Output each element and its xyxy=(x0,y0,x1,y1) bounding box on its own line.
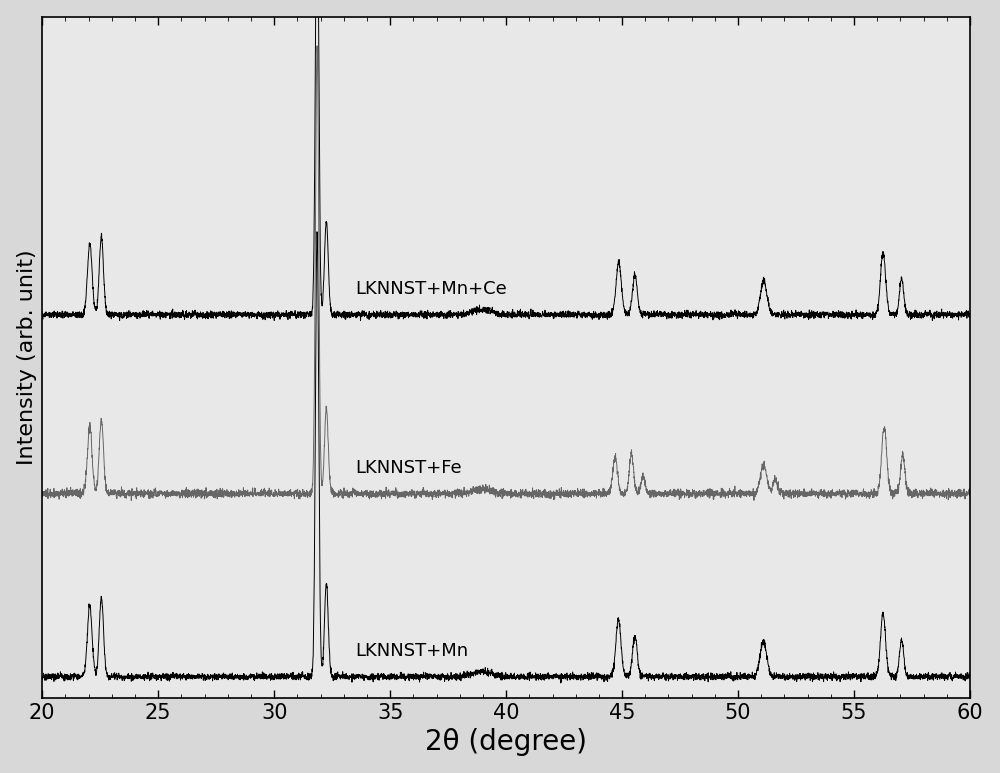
Y-axis label: Intensity (arb. unit): Intensity (arb. unit) xyxy=(17,250,37,465)
Text: LKNNST+Fe: LKNNST+Fe xyxy=(355,458,462,476)
Text: LKNNST+Mn+Ce: LKNNST+Mn+Ce xyxy=(355,280,507,298)
X-axis label: 2θ (degree): 2θ (degree) xyxy=(425,728,587,756)
Text: LKNNST+Mn: LKNNST+Mn xyxy=(355,642,468,659)
